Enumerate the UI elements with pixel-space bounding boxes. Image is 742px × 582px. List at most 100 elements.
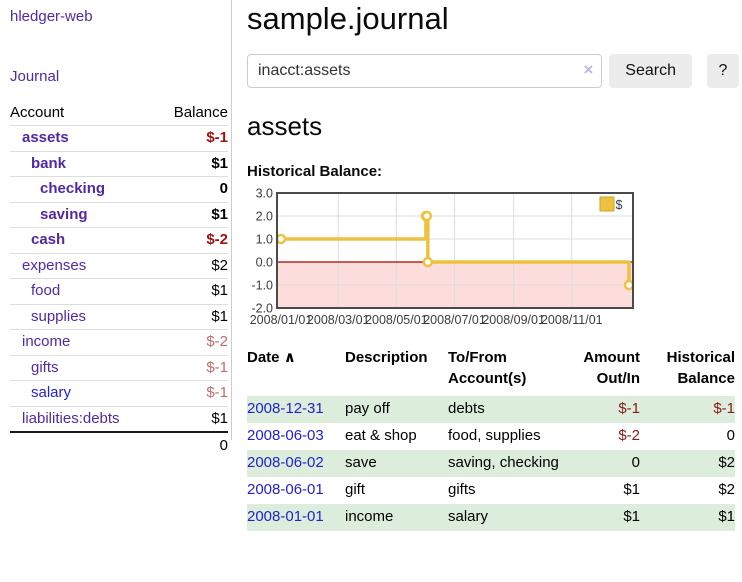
transaction-accounts: debts <box>448 400 485 417</box>
account-link-liabilities-debts[interactable]: liabilities:debts <box>22 409 120 427</box>
transaction-balance: $2 <box>718 481 735 498</box>
amount-column-header: Amount Out/In <box>583 349 640 387</box>
search-input-wrapper: × <box>247 54 603 88</box>
transaction-balance: 0 <box>726 427 735 444</box>
y-axis-tick-label: 0.0 <box>256 256 273 270</box>
account-balance: $2 <box>211 256 228 274</box>
transaction-row: 2008-06-01 gift gifts $1 $2 <box>247 477 735 504</box>
search-button[interactable]: Search <box>609 54 692 88</box>
transaction-description: eat & shop <box>345 427 417 444</box>
account-row-supplies: supplies $1 <box>10 303 228 330</box>
transaction-amount: $-1 <box>618 400 640 417</box>
account-link-salary[interactable]: salary <box>31 384 72 401</box>
transaction-row: 2008-01-01 income salary $1 $1 <box>247 504 735 531</box>
clear-search-icon[interactable]: × <box>583 60 594 79</box>
help-button[interactable]: ? <box>706 54 739 88</box>
transaction-accounts: saving, checking <box>448 454 559 471</box>
account-link-bank[interactable]: bank <box>31 154 67 172</box>
account-balance: $1 <box>211 205 228 223</box>
account-table-header: Account Balance <box>10 100 228 125</box>
account-balance: $1 <box>211 282 228 299</box>
x-axis-tick-label: 2008/01/01 <box>250 313 313 327</box>
y-axis-tick-label: 1.0 <box>256 233 273 247</box>
account-balance: $1 <box>211 154 228 172</box>
account-balance: 0 <box>219 180 228 197</box>
account-row-expenses: expenses $2 <box>10 252 228 279</box>
account-total-row: 0 <box>10 431 228 458</box>
date-column-header[interactable]: Date ∧ <box>247 349 296 366</box>
account-row-bank: bank $1 <box>10 150 228 177</box>
account-link-food[interactable]: food <box>31 282 61 299</box>
legend-label: $ <box>616 198 623 212</box>
transaction-amount: $1 <box>623 481 640 498</box>
account-link-checking[interactable]: checking <box>40 180 106 197</box>
transaction-amount: $-2 <box>618 427 640 444</box>
balance-column-header: Historical Balance <box>666 349 735 387</box>
x-axis-tick-label: 2008/09/01 <box>482 313 545 327</box>
transaction-balance: $2 <box>718 454 735 471</box>
transaction-date-link[interactable]: 2008-12-31 <box>247 400 324 417</box>
account-heading: assets <box>247 111 323 141</box>
account-balance: $-2 <box>206 231 228 248</box>
legend-swatch <box>599 196 615 212</box>
account-balance: $1 <box>211 409 228 427</box>
sidebar: hledger-web Journal Account Balance asse… <box>0 0 232 454</box>
transaction-balance: $1 <box>718 508 735 525</box>
transaction-row: 2008-12-31 pay off debts $-1 $-1 <box>247 396 735 423</box>
account-balance: $-2 <box>206 333 228 350</box>
y-axis-tick-label: 2.0 <box>256 210 273 224</box>
data-point-marker <box>623 279 635 291</box>
x-axis-tick-label: 2008/03/01 <box>307 313 370 327</box>
y-axis-tick-label: -2.0 <box>251 302 273 316</box>
account-row-food: food $1 <box>10 278 228 304</box>
account-link-saving[interactable]: saving <box>40 205 88 223</box>
account-link-assets[interactable]: assets <box>22 129 69 146</box>
plot-border <box>276 192 634 309</box>
transaction-accounts: gifts <box>448 481 476 498</box>
account-link-income[interactable]: income <box>22 333 71 350</box>
account-row-liabilities-debts: liabilities:debts $1 <box>10 405 228 432</box>
transactions-table: Date ∧ Description To/From Account(s) Am… <box>247 347 735 531</box>
account-balance: $-1 <box>206 358 228 376</box>
historical-balance-chart: $3.0 2.0 1.0 0.0 -1.0 -2.0 2008/01/01 2008/03/0… <box>247 186 717 334</box>
x-axis-tick-label: 2008/05/01 <box>365 313 428 327</box>
account-row-assets: assets $-1 <box>10 125 228 151</box>
y-axis-tick-label: 3.0 <box>256 187 273 201</box>
transaction-accounts: food, supplies <box>448 427 541 444</box>
transaction-date-link[interactable]: 2008-06-02 <box>247 454 324 471</box>
transaction-date-link[interactable]: 2008-01-01 <box>247 508 324 525</box>
account-total-value: 0 <box>219 437 228 454</box>
account-row-salary: salary $-1 <box>10 380 228 406</box>
account-balance: $-1 <box>206 129 228 146</box>
account-row-gifts: gifts $-1 <box>10 354 228 381</box>
account-link-supplies[interactable]: supplies <box>31 307 87 325</box>
transaction-date-link[interactable]: 2008-06-03 <box>247 427 324 444</box>
search-input[interactable] <box>247 54 603 88</box>
transaction-description: pay off <box>345 400 390 417</box>
search-form: × Search ? <box>247 54 739 88</box>
x-axis-tick-label: 2008/11/01 <box>541 313 603 327</box>
chart-title: Historical Balance: <box>247 163 383 180</box>
account-link-expenses[interactable]: expenses <box>22 256 87 274</box>
chart-canvas: $3.0 2.0 1.0 0.0 -1.0 -2.02008/01/012008/03/0… <box>250 187 635 327</box>
account-link-gifts[interactable]: gifts <box>31 358 59 376</box>
accounts-column-header: To/From Account(s) <box>448 349 527 387</box>
account-balance-table: Account Balance assets $-1 bank $1 check… <box>10 100 228 458</box>
transaction-balance: $-1 <box>713 400 735 417</box>
account-link-cash[interactable]: cash <box>31 231 66 248</box>
transaction-amount: 0 <box>631 454 640 471</box>
transaction-description: income <box>345 508 394 525</box>
account-balance: $1 <box>211 307 228 325</box>
description-column-header: Description <box>345 349 428 366</box>
sort-asc-icon: ∧ <box>283 349 296 366</box>
transaction-row: 2008-06-02 save saving, checking 0 $2 <box>247 450 735 477</box>
transaction-amount: $1 <box>623 508 640 525</box>
brand-link[interactable]: hledger-web <box>10 8 93 25</box>
balance-column-header: Balance <box>173 104 228 121</box>
transaction-description: gift <box>345 481 366 498</box>
transaction-date-link[interactable]: 2008-06-01 <box>247 481 324 498</box>
sidebar-item-journal[interactable]: Journal <box>10 68 60 85</box>
account-row-income: income $-2 <box>10 329 228 355</box>
main-content: sample.journal × Search ? assets Histori… <box>247 0 739 531</box>
